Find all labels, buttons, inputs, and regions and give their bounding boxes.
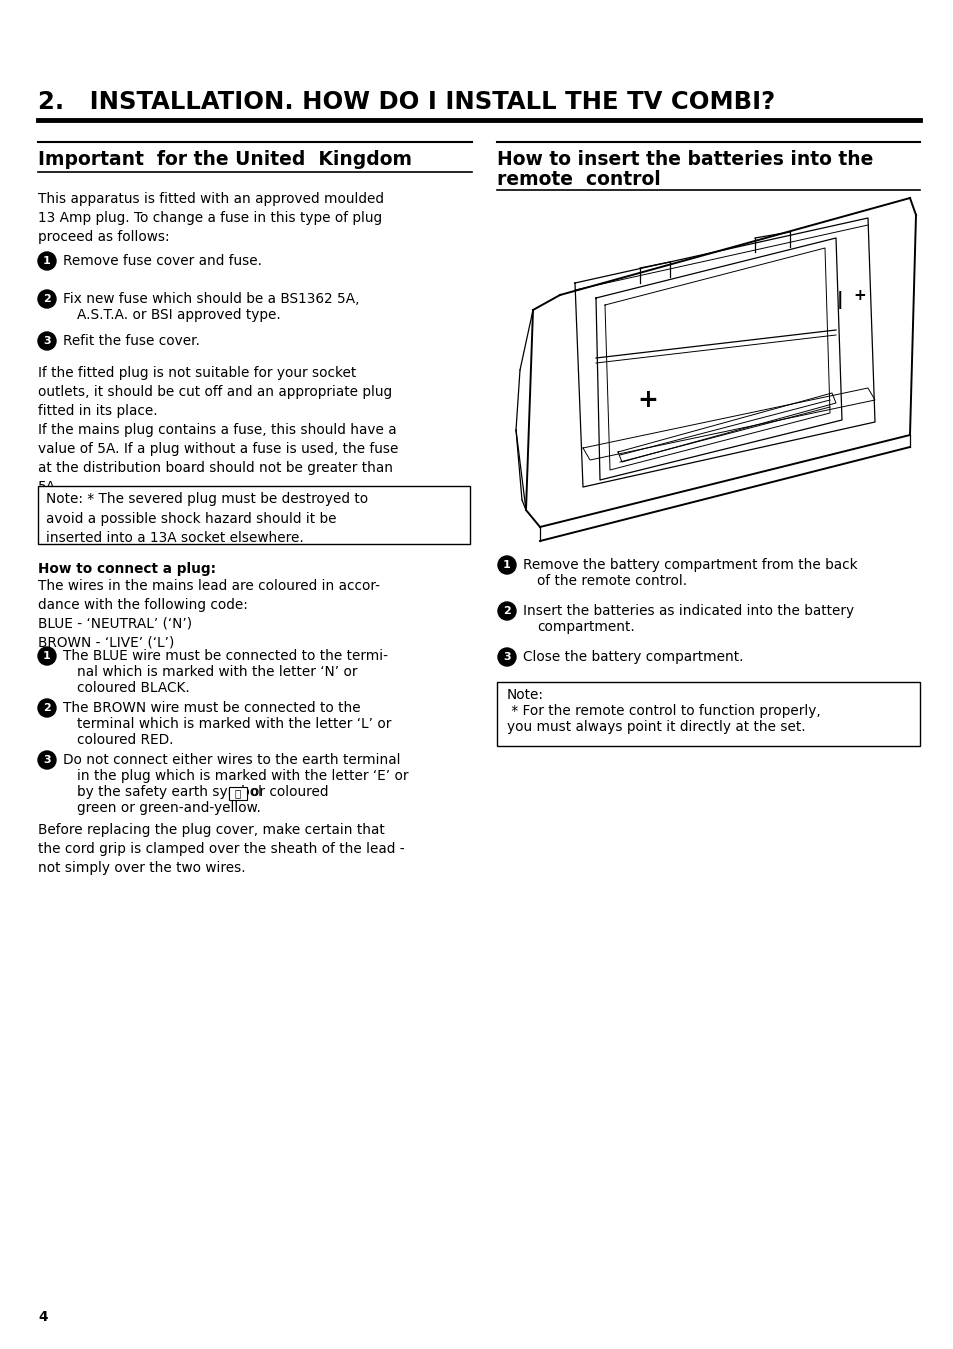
Circle shape — [38, 290, 56, 308]
Circle shape — [38, 648, 56, 665]
Text: Note: * The severed plug must be destroyed to
avoid a possible shock hazard shou: Note: * The severed plug must be destroy… — [46, 492, 368, 545]
Text: 1: 1 — [502, 560, 511, 571]
Text: +: + — [853, 287, 865, 302]
Text: 3: 3 — [43, 336, 51, 345]
Text: 4: 4 — [38, 1310, 48, 1323]
Text: 2: 2 — [43, 294, 51, 304]
Circle shape — [497, 556, 516, 575]
Circle shape — [38, 252, 56, 270]
FancyBboxPatch shape — [229, 786, 247, 800]
Text: green or green-and-yellow.: green or green-and-yellow. — [77, 801, 260, 815]
Text: Fix new fuse which should be a BS1362 5A,: Fix new fuse which should be a BS1362 5A… — [63, 291, 359, 306]
Text: nal which is marked with the letter ‘N’ or: nal which is marked with the letter ‘N’ … — [77, 665, 357, 679]
Text: 2: 2 — [502, 606, 511, 616]
Text: The BLUE wire must be connected to the termi-: The BLUE wire must be connected to the t… — [63, 649, 388, 662]
Text: compartment.: compartment. — [537, 621, 634, 634]
Text: Remove the battery compartment from the back: Remove the battery compartment from the … — [522, 558, 857, 572]
Circle shape — [38, 751, 56, 769]
Text: of the remote control.: of the remote control. — [537, 575, 686, 588]
Text: How to insert the batteries into the: How to insert the batteries into the — [497, 150, 872, 169]
Text: This apparatus is fitted with an approved moulded
13 Amp plug. To change a fuse : This apparatus is fitted with an approve… — [38, 192, 384, 244]
Text: by the safety earth symbol: by the safety earth symbol — [77, 785, 262, 799]
Text: coloured BLACK.: coloured BLACK. — [77, 681, 190, 695]
Text: |: | — [836, 291, 842, 309]
Text: 1: 1 — [43, 652, 51, 661]
Text: 2: 2 — [43, 703, 51, 714]
Text: or coloured: or coloured — [251, 785, 328, 799]
Text: in the plug which is marked with the letter ‘E’ or: in the plug which is marked with the let… — [77, 769, 408, 782]
Text: terminal which is marked with the letter ‘L’ or: terminal which is marked with the letter… — [77, 718, 391, 731]
Text: 3: 3 — [502, 652, 510, 662]
Circle shape — [497, 602, 516, 621]
Text: you must always point it directly at the set.: you must always point it directly at the… — [506, 720, 804, 734]
Circle shape — [497, 648, 516, 666]
Text: remote  control: remote control — [497, 170, 660, 189]
Circle shape — [38, 699, 56, 718]
Text: Insert the batteries as indicated into the battery: Insert the batteries as indicated into t… — [522, 604, 853, 618]
Text: Before replacing the plug cover, make certain that
the cord grip is clamped over: Before replacing the plug cover, make ce… — [38, 823, 404, 876]
Text: 2.   INSTALLATION. HOW DO I INSTALL THE TV COMBI?: 2. INSTALLATION. HOW DO I INSTALL THE TV… — [38, 90, 775, 115]
Text: If the fitted plug is not suitable for your socket
outlets, it should be cut off: If the fitted plug is not suitable for y… — [38, 366, 398, 494]
Text: Note:: Note: — [506, 688, 543, 701]
Text: coloured RED.: coloured RED. — [77, 733, 173, 747]
Text: Remove fuse cover and fuse.: Remove fuse cover and fuse. — [63, 254, 262, 268]
Text: Refit the fuse cover.: Refit the fuse cover. — [63, 335, 200, 348]
Text: The wires in the mains lead are coloured in accor-
dance with the following code: The wires in the mains lead are coloured… — [38, 579, 379, 650]
Text: * For the remote control to function properly,: * For the remote control to function pro… — [506, 704, 820, 718]
FancyBboxPatch shape — [497, 683, 919, 746]
Text: ⏚: ⏚ — [234, 788, 241, 799]
Text: The BROWN wire must be connected to the: The BROWN wire must be connected to the — [63, 701, 360, 715]
Text: 1: 1 — [43, 256, 51, 266]
FancyBboxPatch shape — [38, 486, 470, 544]
Text: Close the battery compartment.: Close the battery compartment. — [522, 650, 742, 664]
Text: A.S.T.A. or BSI approved type.: A.S.T.A. or BSI approved type. — [77, 308, 280, 322]
Text: Do not connect either wires to the earth terminal: Do not connect either wires to the earth… — [63, 753, 400, 768]
Text: How to connect a plug:: How to connect a plug: — [38, 563, 215, 576]
Text: +: + — [637, 389, 658, 411]
Text: 3: 3 — [43, 755, 51, 765]
Text: Important  for the United  Kingdom: Important for the United Kingdom — [38, 150, 412, 169]
Circle shape — [38, 332, 56, 349]
